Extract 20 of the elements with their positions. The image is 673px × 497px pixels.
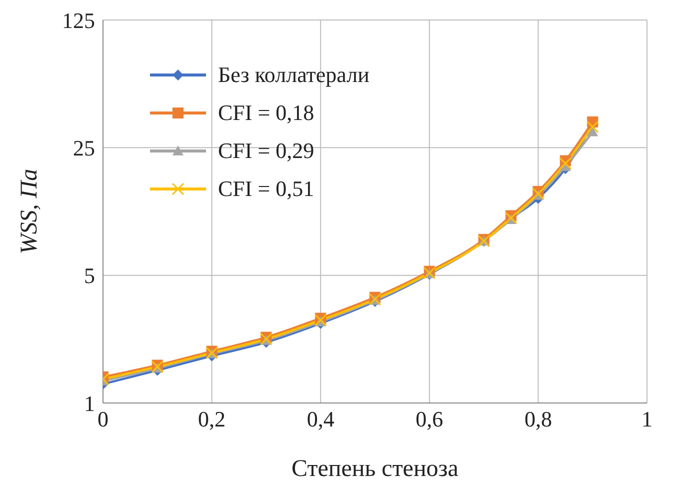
x-tick-label: 1: [642, 406, 652, 432]
x-tick-label: 0: [98, 406, 108, 432]
point: [559, 157, 572, 170]
x-tick-label: 0,6: [416, 406, 444, 432]
legend-label: Без коллатерали: [218, 62, 370, 88]
x-axis-title: Степень стеноза: [292, 456, 459, 482]
x-tick-label: 0,8: [524, 406, 552, 432]
y-tick-label: 1: [84, 390, 95, 416]
y-tick-label: 25: [73, 135, 95, 160]
legend-label: CFI = 0,51: [218, 176, 314, 202]
legend-label: CFI = 0,18: [218, 100, 314, 126]
x-tick-label: 0,2: [198, 406, 226, 432]
point: [314, 314, 327, 326]
y-axis-title: WSS, Па: [16, 168, 43, 254]
legend-label: CFI = 0,29: [218, 138, 314, 164]
y-tick-label: 5: [84, 263, 95, 288]
y-tick-label: 125: [62, 8, 95, 33]
point: [532, 187, 544, 200]
point: [586, 120, 599, 134]
x-tick-label: 0,4: [306, 406, 334, 432]
